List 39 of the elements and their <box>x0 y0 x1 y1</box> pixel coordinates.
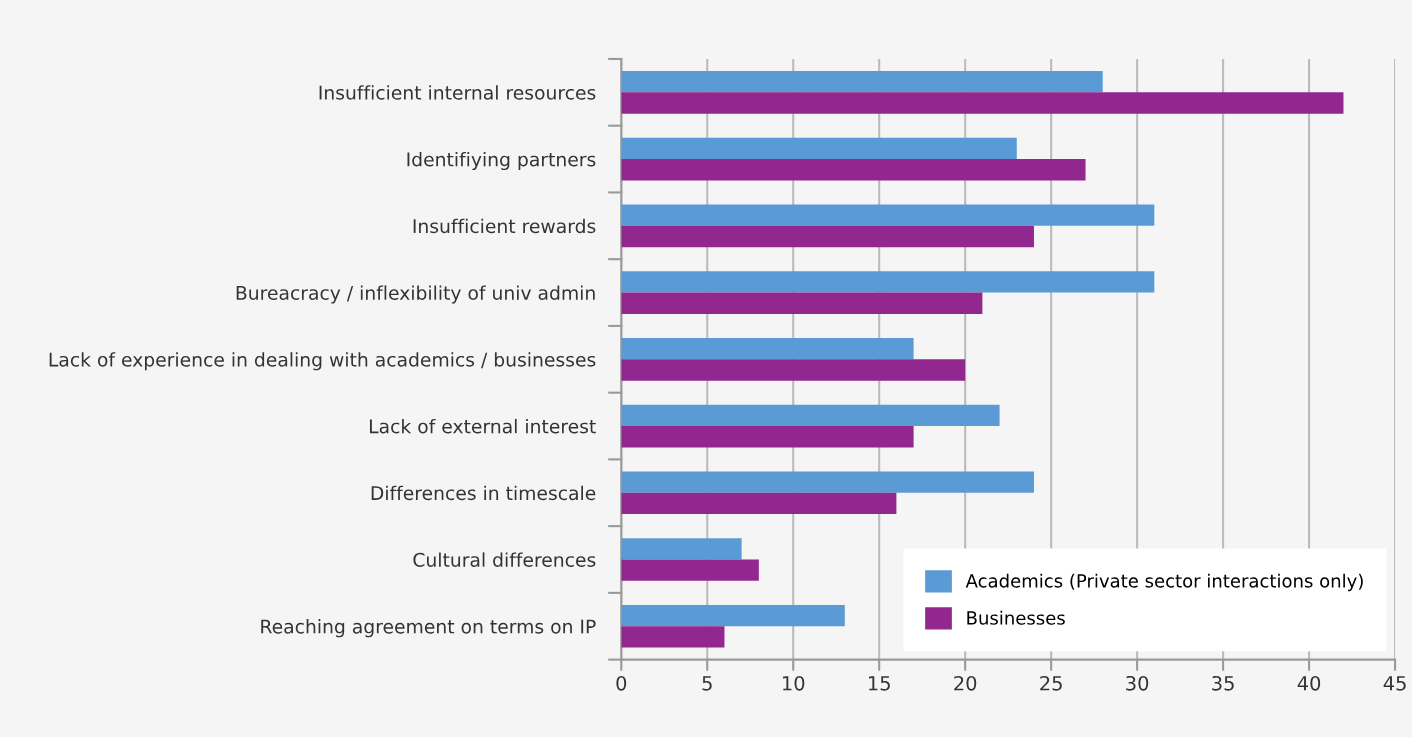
x-tick-label: 40 <box>1297 675 1321 691</box>
legend-label: Academics (Private sector interactions only) <box>965 573 1363 592</box>
x-tick-label: 5 <box>702 676 712 691</box>
bar <box>621 92 1344 114</box>
y-tick-label: Cultural differences <box>413 552 596 567</box>
bar <box>621 559 759 581</box>
y-tick-label: Lack of external interest <box>369 418 596 434</box>
x-tick-label: 25 <box>1040 675 1062 691</box>
bar <box>621 337 914 360</box>
x-tick-label: 35 <box>1212 675 1234 691</box>
bar <box>621 604 845 627</box>
y-tick-label: Bureacracy / inflexibility of univ admin <box>236 285 595 304</box>
y-tick-label: Insufficient rewards <box>413 218 596 234</box>
bar <box>621 292 983 314</box>
y-tick-label: Insufficient internal resources <box>319 85 596 100</box>
legend-label: Businesses <box>967 610 1065 625</box>
x-tick-label: 10 <box>782 675 805 691</box>
x-tick-label: 30 <box>1126 675 1149 691</box>
x-tick-label: 20 <box>954 675 977 691</box>
bar <box>621 359 966 381</box>
x-tick-label: 0 <box>616 675 627 691</box>
bar <box>621 404 1000 427</box>
x-tick-label: 15 <box>868 676 890 691</box>
bar <box>621 204 1155 226</box>
bar <box>621 626 725 648</box>
bar <box>621 137 1017 160</box>
bar <box>621 159 1086 181</box>
bar <box>621 271 1155 293</box>
bar <box>621 225 1034 248</box>
y-tick-label: Differences in timescale <box>371 485 596 501</box>
y-tick-label: Identifiying partners <box>407 151 596 171</box>
bar <box>621 492 897 515</box>
bar <box>621 70 1103 93</box>
x-tick-label: 45 <box>1383 676 1406 691</box>
y-tick-label: Lack of experience in dealing with academics / businesses <box>49 352 596 371</box>
bar <box>621 538 742 560</box>
y-tick-label: Reaching agreement on terms on IP <box>261 619 596 638</box>
bar <box>621 471 1034 493</box>
bar <box>621 426 914 448</box>
